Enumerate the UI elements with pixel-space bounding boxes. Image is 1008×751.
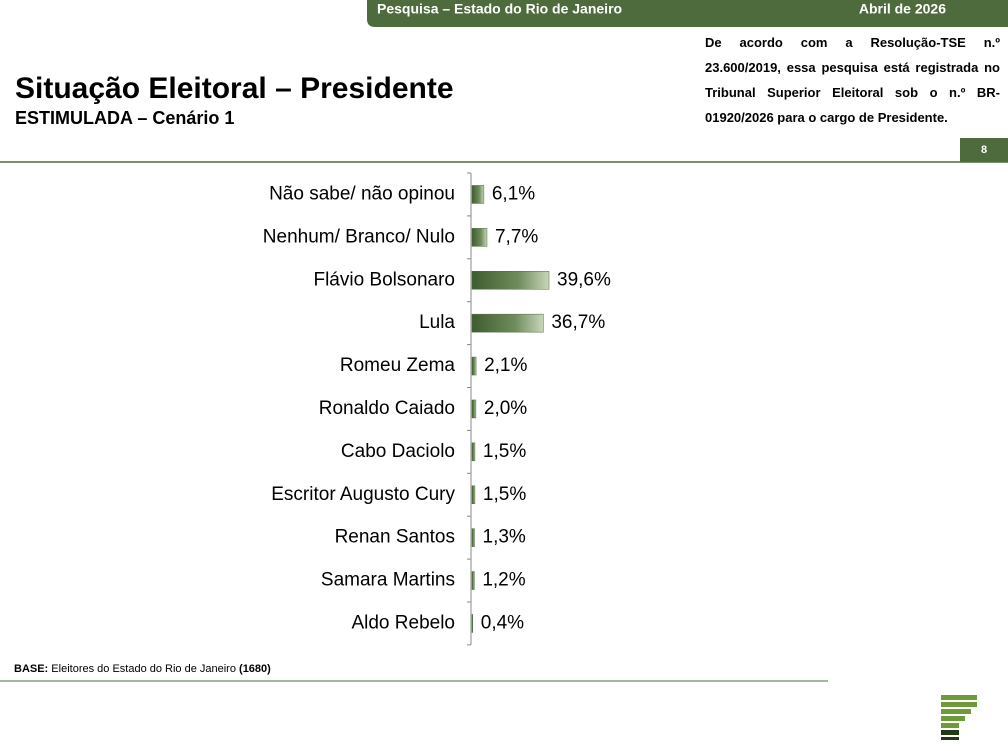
category-label: Romeu Zema — [340, 355, 456, 376]
category-label: Escritor Augusto Cury — [271, 484, 455, 505]
base-count: (1680) — [239, 663, 271, 675]
subtitle: ESTIMULADA – Cenário 1 — [15, 108, 234, 128]
bar — [471, 571, 475, 590]
bar — [471, 399, 477, 419]
title: Situação Eleitoral – Presidente — [15, 72, 454, 105]
logo — [941, 695, 977, 740]
value-label: 1,2% — [482, 570, 525, 591]
bar — [471, 485, 476, 504]
bar — [471, 313, 544, 333]
registration-note: De acordo com a Resolução-TSE n.º 23.600… — [705, 35, 1000, 125]
base-note: BASE: Eleitores do Estado do Rio de Jane… — [14, 663, 271, 675]
category-label: Não sabe/ não opinou — [269, 183, 455, 204]
category-label: Samara Martins — [321, 570, 455, 591]
value-label: 2,0% — [484, 398, 527, 419]
base-text: Eleitores do Estado do Rio de Janeiro — [51, 663, 236, 675]
bar — [471, 528, 475, 547]
value-label: 0,4% — [481, 612, 524, 633]
bar — [471, 614, 474, 633]
category-label: Nenhum/ Branco/ Nulo — [263, 226, 455, 247]
value-label: 6,1% — [492, 183, 535, 204]
value-label: 39,6% — [557, 269, 611, 290]
bar — [471, 185, 485, 204]
page-number: 8 — [981, 144, 987, 156]
value-label: 1,3% — [483, 527, 526, 548]
value-label: 2,1% — [484, 355, 527, 376]
category-label: Lula — [419, 312, 455, 333]
value-label: 1,5% — [483, 484, 526, 505]
category-label: Aldo Rebelo — [351, 612, 455, 633]
category-label: Flávio Bolsonaro — [313, 269, 455, 290]
header-date: Abril de 2026 — [859, 1, 946, 17]
bar — [471, 356, 477, 376]
bar — [471, 442, 476, 462]
base-label: BASE: — [14, 663, 48, 675]
bar — [471, 228, 488, 247]
category-label: Ronaldo Caiado — [319, 398, 455, 419]
value-label: 36,7% — [551, 312, 605, 333]
header-bar — [367, 0, 1008, 27]
category-label: Renan Santos — [335, 527, 455, 548]
page-number-box — [960, 138, 1008, 162]
bar — [471, 271, 550, 290]
value-label: 7,7% — [495, 226, 538, 247]
header-survey: Pesquisa – Estado do Rio de Janeiro — [377, 1, 622, 17]
category-label: Cabo Daciolo — [341, 441, 455, 462]
value-label: 1,5% — [483, 441, 526, 462]
